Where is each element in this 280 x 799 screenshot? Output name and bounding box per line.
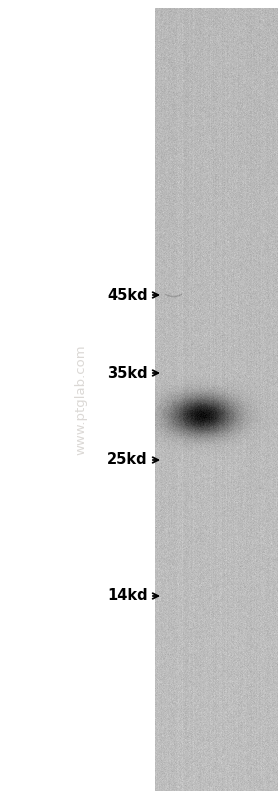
Text: 45kd: 45kd: [107, 288, 148, 303]
Text: 25kd: 25kd: [107, 452, 148, 467]
Text: 35kd: 35kd: [107, 365, 148, 380]
Text: 14kd: 14kd: [107, 589, 148, 603]
Text: www.ptglab.com: www.ptglab.com: [74, 344, 87, 455]
